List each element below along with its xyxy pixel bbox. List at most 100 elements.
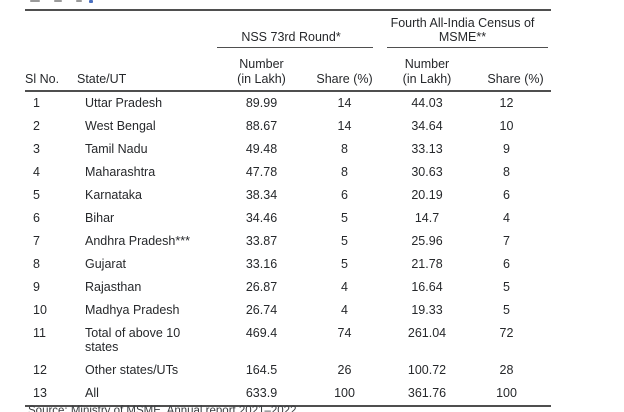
caption-speck-accent	[89, 0, 93, 3]
col-header-nss-share: Share (%)	[315, 48, 374, 92]
cell-nss-share: 5	[341, 234, 348, 248]
cell-nss-number: 38.34	[245, 188, 278, 202]
cell-sl-no: 6	[33, 211, 40, 225]
cell-census-share: 6	[503, 257, 510, 271]
cell-nss-number: 88.67	[245, 119, 278, 133]
cell-census-share: 5	[503, 303, 510, 317]
cell-nss-share: 6	[341, 188, 348, 202]
cell-state-ut: Karnataka	[85, 188, 142, 202]
caption-speck	[30, 0, 40, 2]
table-row: 5 Karnataka 38.34 6 20.19 6	[25, 184, 551, 207]
cell-nss-number: 26.87	[245, 280, 278, 294]
cell-sl-no: 13	[25, 382, 77, 407]
header-number-line1: Number	[404, 57, 450, 71]
cell-nss-share: 100	[315, 382, 374, 407]
caption-speck	[76, 0, 82, 2]
table-row: 3 Tamil Nadu 49.48 8 33.13 9	[25, 138, 551, 161]
table-header: NSS 73rd Round* Fourth All-India Census …	[25, 9, 551, 92]
cell-nss-share: 4	[341, 303, 348, 317]
cell-census-share: 100	[480, 382, 551, 407]
cell-census-share: 5	[503, 280, 510, 294]
cell-state-ut: West Bengal	[85, 119, 156, 133]
cell-census-number: 33.13	[411, 142, 443, 156]
cell-census-number: 261.04	[407, 326, 447, 340]
column-header-row: Sl No. State/UT Number (in Lakh) Share (…	[25, 48, 551, 92]
col-header-census-number: Number (in Lakh)	[374, 48, 480, 92]
spanner-empty-cell	[25, 9, 208, 48]
col-header-state-ut: State/UT	[77, 48, 208, 92]
cell-sl-no: 9	[33, 280, 40, 294]
cell-nss-number: 89.99	[245, 96, 278, 110]
header-number-line1: Number	[239, 57, 284, 71]
table-row: 9 Rajasthan 26.87 4 16.64 5	[25, 276, 551, 299]
cell-census-number: 30.63	[411, 165, 443, 179]
table-row: 12 Other states/UTs 164.5 26 100.72 28	[25, 359, 551, 382]
cell-sl-no: 5	[33, 188, 40, 202]
cell-census-share: 12	[499, 96, 514, 110]
cell-sl-no: 7	[33, 234, 40, 248]
caption-speck	[54, 0, 62, 2]
cell-nss-share: 5	[341, 211, 348, 225]
cell-nss-share: 5	[341, 257, 348, 271]
cell-census-number: 16.64	[411, 280, 443, 294]
cell-census-share: 28	[499, 363, 514, 377]
header-number-line2: (in Lakh)	[237, 71, 286, 86]
cell-nss-number: 164.5	[245, 363, 278, 377]
cell-census-number: 21.78	[411, 257, 443, 271]
cell-sl-no: 12	[33, 363, 47, 377]
cell-nss-number: 33.87	[245, 234, 278, 248]
cell-state-ut: Andhra Pradesh***	[85, 234, 190, 248]
cell-census-number: 100.72	[407, 363, 447, 377]
cell-sl-no: 1	[33, 96, 40, 110]
data-table: NSS 73rd Round* Fourth All-India Census …	[25, 9, 551, 407]
msme-states-table: NSS 73rd Round* Fourth All-India Census …	[25, 9, 551, 407]
cell-nss-number: 34.46	[245, 211, 278, 225]
cell-census-number: 19.33	[411, 303, 443, 317]
cell-census-number: 34.64	[411, 119, 443, 133]
table-row: 4 Maharashtra 47.78 8 30.63 8	[25, 161, 551, 184]
cell-nss-number: 26.74	[245, 303, 278, 317]
spanner-census-label: Fourth All-India Census of MSME**	[390, 16, 535, 44]
col-header-nss-number: Number (in Lakh)	[208, 48, 315, 92]
cell-sl-no: 10	[33, 303, 47, 317]
cell-nss-number: 633.9	[208, 382, 315, 407]
cell-census-number: 361.76	[374, 382, 480, 407]
cell-state-ut: All	[77, 382, 208, 407]
col-header-sl-no: Sl No.	[25, 48, 77, 92]
cell-census-share: 10	[499, 119, 514, 133]
col-header-census-share: Share (%)	[480, 48, 551, 92]
table-body: 1 Uttar Pradesh 89.99 14 44.03 12 2 West…	[25, 91, 551, 407]
cell-state-ut: Tamil Nadu	[85, 142, 148, 156]
cell-nss-share: 8	[341, 142, 348, 156]
cell-state-ut: Madhya Pradesh	[85, 303, 180, 317]
cell-nss-number: 469.4	[245, 326, 278, 340]
spanner-underline	[387, 47, 548, 48]
cell-state-ut: Rajasthan	[85, 280, 142, 294]
cell-census-share: 8	[503, 165, 510, 179]
spanner-underline	[217, 47, 373, 48]
table-row: 1 Uttar Pradesh 89.99 14 44.03 12	[25, 91, 551, 115]
header-number-line2: (in Lakh)	[402, 71, 452, 86]
table-row: 2 West Bengal 88.67 14 34.64 10	[25, 115, 551, 138]
cell-nss-share: 14	[337, 119, 352, 133]
source-note: Source: Ministry of MSME, Annual report …	[28, 405, 300, 412]
cell-census-number: 20.19	[411, 188, 443, 202]
cell-state-ut: Bihar	[85, 211, 115, 225]
cell-sl-no: 11	[33, 326, 46, 340]
table-row: 8 Gujarat 33.16 5 21.78 6	[25, 253, 551, 276]
cell-state-ut: Other states/UTs	[85, 363, 179, 377]
cell-census-number: 44.03	[411, 96, 443, 110]
cell-census-share: 72	[499, 326, 514, 340]
cell-state-ut: Maharashtra	[85, 165, 156, 179]
cell-sl-no: 4	[33, 165, 40, 179]
cell-nss-share: 26	[337, 363, 352, 377]
spanner-fourth-census: Fourth All-India Census of MSME**	[374, 9, 551, 48]
table-row: 13 All 633.9 100 361.76 100	[25, 382, 551, 407]
cell-nss-share: 14	[337, 96, 352, 110]
cell-state-ut: Uttar Pradesh	[85, 96, 163, 110]
cell-nss-share: 4	[341, 280, 348, 294]
cell-sl-no: 2	[33, 119, 40, 133]
cell-sl-no: 3	[33, 142, 40, 156]
clipped-caption-fragment	[28, 0, 148, 3]
